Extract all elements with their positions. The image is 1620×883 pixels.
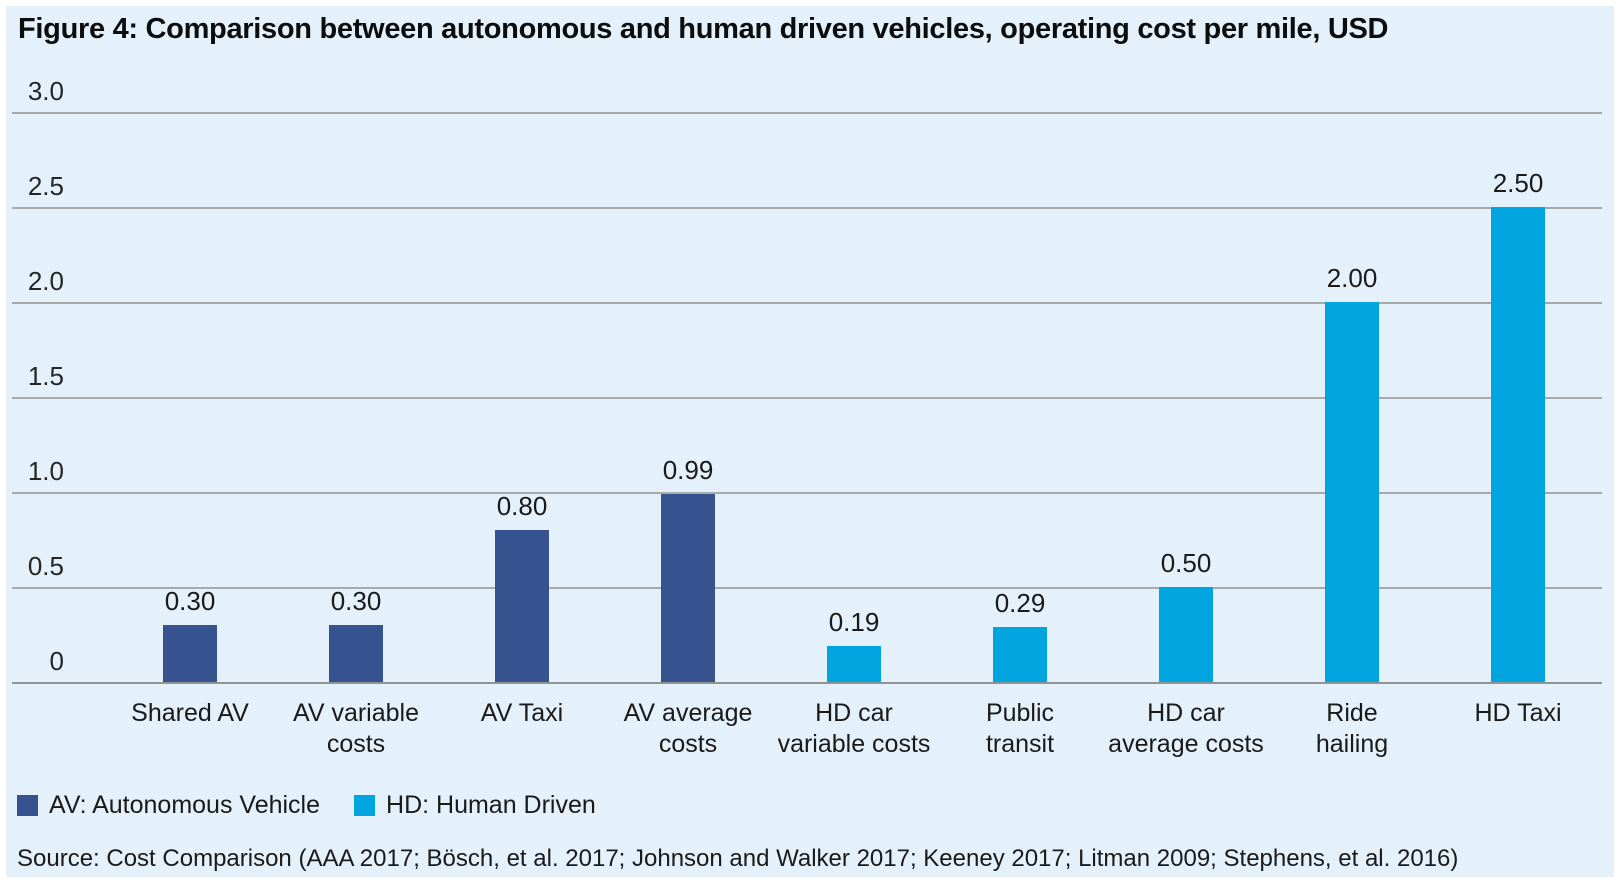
bar-column: 0.19 — [771, 112, 937, 682]
bar-column: 2.50 — [1435, 112, 1601, 682]
y-tick-label: 1.5 — [27, 361, 64, 391]
x-category-label: AV average costs — [623, 699, 753, 758]
bar-value-label: 2.50 — [1492, 168, 1544, 198]
gridline — [12, 397, 1602, 399]
chart-legend: AV: Autonomous Vehicle HD: Human Driven — [17, 791, 596, 820]
legend-label: AV: Autonomous Vehicle — [49, 791, 321, 819]
bar-value-label: 0.50 — [1160, 548, 1212, 578]
bar-column: 2.00 — [1269, 112, 1435, 682]
gridline — [12, 207, 1602, 209]
bar-value-label: 0.29 — [994, 588, 1046, 618]
y-tick-label: 2.0 — [27, 266, 64, 296]
x-axis-baseline — [12, 682, 1602, 684]
x-category-label: AV variable costs — [293, 699, 419, 758]
gridline — [12, 492, 1602, 494]
bar-av — [163, 625, 217, 682]
x-category-label: HD Taxi — [1474, 699, 1562, 727]
bar-av — [661, 494, 715, 682]
bar-value-label: 0.99 — [662, 455, 714, 485]
legend-swatch-hd — [354, 795, 376, 816]
bar-column: 0.80 — [439, 112, 605, 682]
source-caption: Source: Cost Comparison (AAA 2017; Bösch… — [17, 845, 1459, 872]
plot-area: 3.0 2.5 2.0 1.5 1.0 0.5 0 0.30 0.30 0.80 0.99 0.19… — [12, 76, 1602, 684]
chart-canvas: Figure 4: Comparison between autonomous … — [6, 6, 1614, 877]
bar-column: 0.99 — [605, 112, 771, 682]
y-tick-label: 1.0 — [27, 456, 64, 486]
bar-hd — [1159, 587, 1213, 682]
bar-value-label: 2.00 — [1326, 263, 1378, 293]
x-category-label: AV Taxi — [480, 699, 564, 727]
x-axis-category-labels: Shared AV AV variable costs AV Taxi AV aver… — [107, 698, 1601, 760]
gridline — [12, 112, 1602, 114]
legend-item-hd: HD: Human Driven — [354, 791, 596, 820]
x-category-label: Ride hailing — [1315, 699, 1389, 758]
bar-column: 0.30 — [273, 112, 439, 682]
y-tick-label: 3.0 — [27, 76, 64, 106]
legend-label: HD: Human Driven — [386, 791, 596, 819]
bar-column: 0.30 — [107, 112, 273, 682]
bar-hd — [1325, 302, 1379, 682]
bar-column: 0.50 — [1103, 112, 1269, 682]
gridline — [12, 302, 1602, 304]
bar-hd — [1491, 207, 1545, 682]
gridline — [12, 587, 1602, 589]
y-tick-label: 0 — [49, 646, 64, 676]
bar-hd — [993, 627, 1047, 682]
x-category-label: HD car variable costs — [777, 699, 931, 758]
x-category-label: HD car average costs — [1108, 699, 1264, 758]
bar-column: 0.29 — [937, 112, 1103, 682]
y-tick-label: 0.5 — [27, 551, 64, 581]
bars-row: 0.30 0.30 0.80 0.99 0.19 0.29 0.50 2.00 2.50 — [107, 112, 1601, 682]
legend-swatch-av — [17, 795, 38, 816]
y-tick-label: 2.5 — [27, 171, 64, 201]
chart-title: Figure 4: Comparison between autonomous … — [18, 13, 1389, 45]
bar-value-label: 0.30 — [330, 586, 382, 616]
bar-value-label: 0.30 — [164, 586, 216, 616]
bar-value-label: 0.80 — [496, 491, 548, 521]
x-category-label: Public transit — [985, 699, 1055, 758]
bar-av — [495, 530, 549, 682]
legend-item-av: AV: Autonomous Vehicle — [17, 791, 320, 820]
bar-value-label: 0.19 — [828, 607, 880, 637]
x-category-label: Shared AV — [131, 699, 249, 727]
bar-av — [329, 625, 383, 682]
bar-hd — [827, 646, 881, 682]
